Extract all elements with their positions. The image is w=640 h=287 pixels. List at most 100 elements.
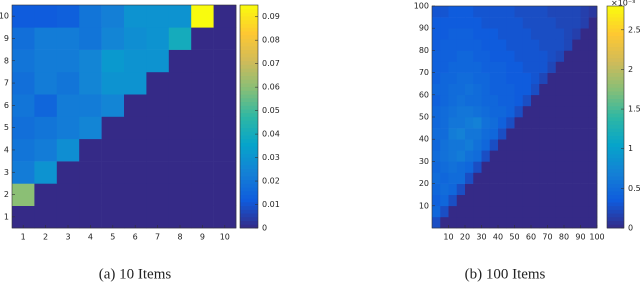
heatmap-cell — [580, 94, 590, 107]
heatmap-cell — [506, 172, 515, 184]
heatmap-cell — [432, 183, 441, 195]
heatmap-cell — [547, 28, 557, 40]
heatmap-cell — [456, 61, 466, 73]
colorbar-band — [240, 112, 258, 117]
heatmap-cell — [539, 6, 548, 18]
heatmap-cell — [12, 27, 35, 50]
heatmap-cell — [124, 205, 147, 229]
heatmap-cell — [547, 17, 557, 29]
heatmap-cell — [440, 216, 449, 229]
heatmap-cell — [440, 50, 449, 62]
heatmap-cell — [572, 172, 581, 184]
heatmap-cell — [547, 128, 557, 140]
heatmap-cell — [473, 161, 482, 173]
colorbar-band — [240, 94, 258, 99]
heatmap-cell — [465, 72, 474, 84]
heatmap-cell — [456, 172, 466, 184]
heatmap-cell — [498, 50, 507, 62]
colorbar-tick-label: 1.5 — [628, 105, 640, 114]
heatmap-cell — [522, 139, 532, 151]
heatmap-cell — [588, 105, 598, 118]
heatmap-cell — [440, 28, 449, 40]
heatmap-cell — [572, 161, 581, 173]
heatmap-cell — [580, 6, 590, 18]
heatmap-cell — [514, 50, 524, 62]
heatmap-cell — [56, 27, 80, 50]
heatmap-cell — [547, 6, 557, 18]
heatmap-cell — [522, 117, 532, 129]
heatmap-cell — [506, 61, 515, 73]
colorbar-band — [240, 123, 258, 129]
colorbar-band — [607, 172, 624, 177]
y-tick-label: 6 — [4, 101, 9, 110]
heatmap-cell — [168, 49, 192, 73]
heatmap-cell — [465, 61, 474, 73]
heatmap-cell — [531, 105, 540, 118]
heatmap-cell — [522, 205, 532, 218]
heatmap-cell — [79, 5, 102, 28]
colorbar-band — [240, 109, 258, 114]
colorbar-band — [607, 68, 624, 73]
heatmap-cell — [588, 183, 598, 195]
x-tick-label: 6 — [133, 233, 138, 242]
heatmap-cell — [12, 205, 35, 229]
colorbar-band — [607, 57, 624, 62]
heatmap-cell — [481, 128, 491, 140]
heatmap-cell — [531, 205, 540, 218]
heatmap-cell — [555, 139, 565, 151]
heatmap-cell — [440, 6, 449, 18]
heatmap-cell — [456, 183, 466, 195]
colorbar-band — [240, 168, 258, 173]
heatmap-cell — [539, 28, 548, 40]
heatmap-cell — [456, 50, 466, 62]
heatmap-cell — [555, 183, 565, 195]
heatmap-cell — [588, 128, 598, 140]
x-tick-label: 20 — [460, 233, 470, 242]
colorbar-band — [607, 9, 624, 14]
heatmap-cell — [12, 49, 35, 73]
heatmap-cell — [498, 83, 507, 96]
colorbar-band — [607, 213, 624, 218]
heatmap-cell — [34, 183, 58, 206]
heatmap-cell — [489, 150, 499, 162]
heatmap-cell — [522, 194, 532, 207]
heatmap-cell — [146, 116, 170, 140]
y-tick-label: 8 — [4, 56, 9, 65]
heatmap-cell — [440, 205, 449, 218]
heatmap-cell — [465, 161, 474, 173]
heatmap-cell — [191, 5, 214, 28]
heatmap-cell — [572, 94, 581, 107]
heatmap-cell — [465, 172, 474, 184]
heatmap-cell — [79, 116, 102, 140]
y-tick-label: 40 — [419, 135, 429, 144]
colorbar-tick-label: 0.01 — [262, 200, 280, 209]
heatmap-cell — [168, 94, 192, 117]
heatmap-cell — [580, 117, 590, 129]
colorbar-band — [607, 28, 624, 33]
heatmap-cell — [580, 150, 590, 162]
heatmap-cell — [531, 50, 540, 62]
colorbar-band — [240, 161, 258, 166]
colorbar-band — [240, 201, 258, 207]
heatmap-cell — [101, 94, 125, 117]
heatmap-cell — [555, 17, 565, 29]
heatmap-cell — [489, 39, 499, 51]
heatmap-cell — [506, 205, 515, 218]
heatmap-cell — [539, 105, 548, 118]
heatmap-cell — [56, 183, 80, 206]
heatmap-cell — [514, 161, 524, 173]
x-tick-label: 3 — [65, 233, 70, 242]
colorbar-band — [240, 75, 258, 80]
heatmap-cell — [101, 116, 125, 140]
heatmap-cell — [448, 161, 458, 173]
heatmap-cell — [514, 216, 524, 229]
colorbar-frame — [606, 5, 625, 229]
heatmap-cell — [564, 83, 573, 96]
x-tick-label: 50 — [509, 233, 519, 242]
heatmap-cell — [456, 161, 466, 173]
heatmap-cell — [531, 150, 540, 162]
colorbar-band — [240, 31, 258, 36]
heatmap-cell — [498, 117, 507, 129]
heatmap-cell — [506, 28, 515, 40]
